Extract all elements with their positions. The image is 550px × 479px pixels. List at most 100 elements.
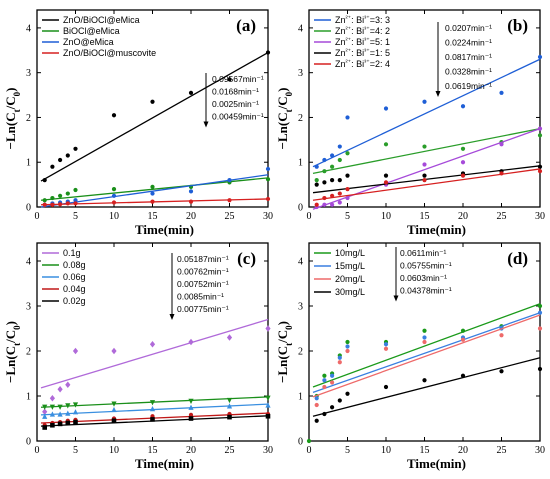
- data-point: [149, 341, 156, 348]
- x-axis-title: Time(min): [407, 222, 466, 237]
- data-point: [111, 418, 117, 424]
- superscript-text: ³⁺: [364, 26, 370, 33]
- data-point: [50, 422, 55, 428]
- data-point: [330, 405, 335, 410]
- label-text: 0.09567min⁻¹: [212, 74, 264, 84]
- subscript-text: t: [12, 343, 22, 346]
- rate-constant-label: 0.0224min⁻¹: [445, 38, 492, 48]
- y-tick-label: 4: [298, 23, 303, 34]
- panel-tag: (c): [237, 249, 256, 268]
- data-point: [337, 144, 342, 149]
- rate-constant-label: 0.0207min⁻¹: [445, 23, 492, 33]
- data-point: [111, 406, 117, 413]
- data-point: [345, 115, 350, 120]
- series-4: [312, 357, 543, 423]
- label-text: 30mg/L: [335, 287, 365, 297]
- x-tick-label: 0: [307, 211, 312, 222]
- rate-constant-label: 0.00775min⁻¹: [177, 304, 229, 314]
- data-point: [422, 335, 427, 340]
- legend: 0.1g 0.08g 0.06g 0.04g 0.02g: [42, 248, 86, 306]
- y-tick-label: 1: [26, 392, 31, 403]
- series-3: [40, 166, 271, 208]
- data-point: [330, 202, 335, 207]
- data-point: [65, 403, 71, 409]
- label-text: 0.0611min⁻¹: [400, 248, 447, 258]
- data-point: [49, 411, 55, 417]
- series-5: [312, 168, 543, 207]
- label-text: −Ln(C: [275, 346, 290, 383]
- label-text: ): [3, 88, 18, 92]
- label-text: 0.0025min⁻¹: [212, 99, 259, 109]
- fit-line: [312, 128, 541, 210]
- label-text: /C: [3, 96, 18, 110]
- data-point: [345, 339, 350, 345]
- label-text: 0.00459min⁻¹: [212, 112, 264, 122]
- data-point: [383, 106, 389, 111]
- x-tick-label: 30: [535, 211, 545, 222]
- data-point: [227, 77, 232, 82]
- superscript-text: ²⁺: [346, 26, 352, 33]
- data-point: [460, 328, 466, 333]
- legend: ZnO/BiOCl@eMicaBiOCl@eMicaZnO@eMicaZnO/B…: [42, 15, 156, 58]
- data-point: [337, 360, 342, 365]
- data-point: [42, 425, 47, 430]
- series-2: [312, 128, 543, 183]
- legend-entry: 0.02g: [63, 296, 86, 306]
- y-tick-label: 3: [298, 68, 303, 79]
- label-text: 10mg/L: [335, 248, 365, 258]
- series-2: [312, 310, 543, 401]
- data-point: [499, 171, 504, 176]
- rate-annotations: 0.0611min⁻¹ 0.05755min⁻¹ 0.0603min⁻¹ 0.0437…: [393, 247, 452, 302]
- data-point: [57, 404, 63, 410]
- legend-entry: Zn²⁺: Bi³⁺=5: 1: [335, 37, 390, 48]
- rate-constant-label: 0.04378min⁻¹: [400, 286, 452, 296]
- x-tick-label: 0: [35, 211, 40, 222]
- x-tick-label: 15: [420, 445, 430, 456]
- fit-line: [40, 318, 269, 389]
- superscript-text: ²⁺: [346, 37, 352, 44]
- data-point: [226, 397, 233, 404]
- label-text: 0.0619min⁻¹: [445, 81, 492, 91]
- data-point: [265, 395, 271, 401]
- fit-line: [312, 303, 541, 388]
- x-tick-label: 30: [263, 211, 273, 222]
- data-point: [73, 201, 78, 206]
- x-tick-label: 15: [148, 445, 158, 456]
- data-point: [57, 421, 63, 427]
- x-axis-title: Time(min): [135, 456, 194, 471]
- series-2: [40, 395, 271, 410]
- series-3: [312, 126, 543, 210]
- data-point: [57, 411, 63, 417]
- x-tick-label: 20: [458, 211, 468, 222]
- series-1: [40, 318, 271, 415]
- data-point: [422, 144, 427, 149]
- rate-constant-label: 0.0085min⁻¹: [177, 292, 224, 302]
- label-text: 20mg/L: [335, 274, 365, 284]
- data-point: [42, 408, 48, 415]
- legend-entry: ZnO/BiOCl@eMica: [63, 15, 140, 25]
- data-point: [337, 178, 342, 183]
- x-tick-label: 25: [225, 445, 235, 456]
- label-text: −Ln(C: [3, 346, 18, 383]
- data-point: [265, 402, 271, 408]
- data-point: [322, 384, 327, 390]
- chart-panel-3: 0 5 10 15 20 25 3001234Time(min)−Ln(Ct/C0)(c)0…: [3, 242, 273, 471]
- data-point: [226, 334, 233, 341]
- data-point: [188, 199, 194, 204]
- data-point: [345, 195, 350, 201]
- arrow-head: [203, 121, 209, 128]
- data-point: [111, 113, 117, 118]
- data-point: [111, 401, 117, 407]
- data-point: [72, 409, 79, 415]
- data-point: [58, 193, 63, 198]
- data-point: [65, 153, 70, 158]
- label-text: /C: [3, 330, 18, 344]
- data-point: [345, 151, 350, 156]
- rate-annotations: 0.09567min⁻¹ 0.0168min⁻¹ 0.0025min⁻¹ 0.0045…: [203, 73, 264, 128]
- rate-constant-label: 0.0168min⁻¹: [212, 87, 259, 97]
- legend-entry: Zn²⁺: Bi³⁺=4: 2: [335, 26, 390, 37]
- data-point: [72, 402, 79, 408]
- data-point: [383, 142, 389, 147]
- chart-panel-4: 0 5 10 15 20 25 3001234Time(min)−Ln(Ct/C0)(d)1…: [275, 242, 545, 471]
